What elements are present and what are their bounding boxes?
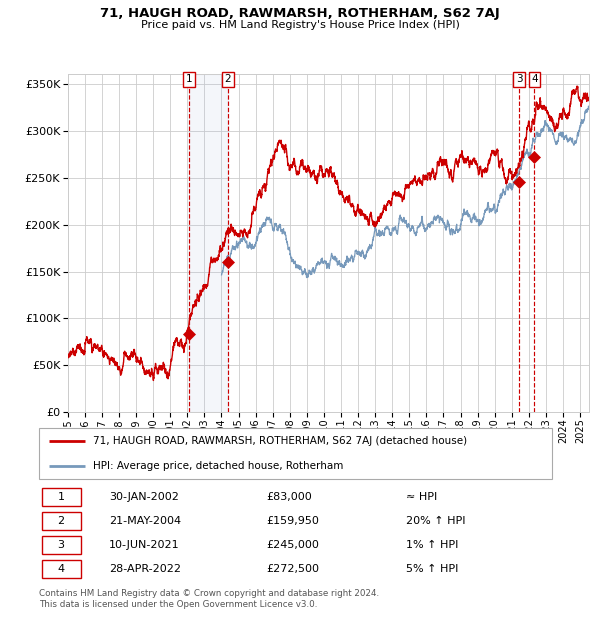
Text: 20% ↑ HPI: 20% ↑ HPI [406, 516, 466, 526]
Text: 71, HAUGH ROAD, RAWMARSH, ROTHERHAM, S62 7AJ (detached house): 71, HAUGH ROAD, RAWMARSH, ROTHERHAM, S62… [93, 435, 467, 446]
Text: 3: 3 [58, 540, 65, 550]
FancyBboxPatch shape [42, 512, 80, 529]
Text: £245,000: £245,000 [266, 540, 319, 550]
Text: £83,000: £83,000 [266, 492, 311, 502]
Bar [188, 74, 228, 412]
Text: 2: 2 [58, 516, 65, 526]
Text: 3: 3 [516, 74, 523, 84]
Text: This data is licensed under the Open Government Licence v3.0.: This data is licensed under the Open Gov… [39, 600, 317, 609]
Text: 21-MAY-2004: 21-MAY-2004 [109, 516, 181, 526]
FancyBboxPatch shape [42, 488, 80, 505]
Text: £159,950: £159,950 [266, 516, 319, 526]
Text: HPI: Average price, detached house, Rotherham: HPI: Average price, detached house, Roth… [93, 461, 343, 471]
Text: £272,500: £272,500 [266, 564, 319, 574]
Text: Contains HM Land Registry data © Crown copyright and database right 2024.: Contains HM Land Registry data © Crown c… [39, 589, 379, 598]
Text: ≈ HPI: ≈ HPI [406, 492, 437, 502]
FancyBboxPatch shape [39, 428, 552, 479]
Text: 1: 1 [185, 74, 192, 84]
Text: 71, HAUGH ROAD, RAWMARSH, ROTHERHAM, S62 7AJ: 71, HAUGH ROAD, RAWMARSH, ROTHERHAM, S62… [100, 7, 500, 20]
Text: 1% ↑ HPI: 1% ↑ HPI [406, 540, 458, 550]
Text: Price paid vs. HM Land Registry's House Price Index (HPI): Price paid vs. HM Land Registry's House … [140, 20, 460, 30]
FancyBboxPatch shape [42, 536, 80, 554]
Text: 28-APR-2022: 28-APR-2022 [109, 564, 181, 574]
Text: 4: 4 [531, 74, 538, 84]
Text: 4: 4 [58, 564, 65, 574]
Text: 1: 1 [58, 492, 65, 502]
Text: 30-JAN-2002: 30-JAN-2002 [109, 492, 179, 502]
Text: 5% ↑ HPI: 5% ↑ HPI [406, 564, 458, 574]
Text: 2: 2 [224, 74, 231, 84]
FancyBboxPatch shape [42, 560, 80, 578]
Text: 10-JUN-2021: 10-JUN-2021 [109, 540, 180, 550]
